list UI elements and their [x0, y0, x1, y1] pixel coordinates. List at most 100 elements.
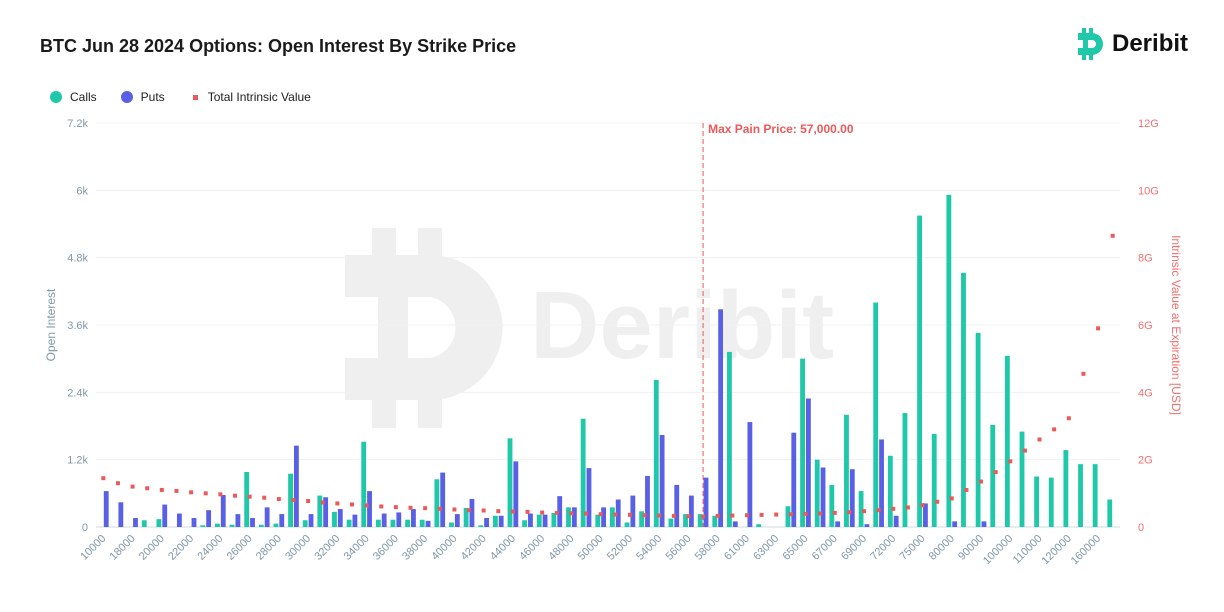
put-bar[interactable]	[659, 434, 665, 527]
call-bar[interactable]	[727, 351, 732, 527]
put-bar[interactable]	[805, 398, 811, 527]
intrinsic-dot[interactable]	[642, 513, 647, 518]
call-bar[interactable]	[551, 512, 557, 527]
put-bar[interactable]	[191, 518, 197, 527]
put-bar[interactable]	[469, 498, 475, 527]
legend-item-calls[interactable]: Calls	[50, 90, 97, 104]
call-bar[interactable]	[1078, 464, 1083, 527]
intrinsic-dot[interactable]	[364, 503, 369, 508]
call-bar[interactable]	[1019, 431, 1025, 527]
intrinsic-dot[interactable]	[847, 510, 852, 515]
call-bar[interactable]	[434, 479, 440, 527]
call-bar[interactable]	[609, 507, 615, 527]
call-bar[interactable]	[288, 473, 293, 527]
put-bar[interactable]	[367, 491, 372, 527]
intrinsic-dot[interactable]	[803, 511, 808, 516]
call-bar[interactable]	[390, 519, 396, 527]
call-bar[interactable]	[902, 413, 908, 527]
call-bar[interactable]	[844, 414, 849, 527]
intrinsic-dot[interactable]	[876, 508, 881, 513]
put-bar[interactable]	[732, 521, 738, 527]
put-bar[interactable]	[586, 468, 592, 527]
call-bar[interactable]	[215, 523, 220, 527]
intrinsic-dot[interactable]	[379, 504, 384, 509]
intrinsic-dot[interactable]	[671, 513, 676, 518]
intrinsic-dot[interactable]	[291, 498, 296, 503]
call-bar[interactable]	[858, 491, 864, 527]
call-bar[interactable]	[639, 511, 645, 527]
call-bar[interactable]	[1034, 476, 1040, 528]
intrinsic-dot[interactable]	[686, 514, 691, 519]
call-bar[interactable]	[156, 519, 162, 527]
intrinsic-dot[interactable]	[306, 499, 311, 504]
call-bar[interactable]	[492, 515, 498, 527]
intrinsic-dot[interactable]	[496, 509, 501, 514]
call-bar[interactable]	[258, 524, 264, 527]
call-bar[interactable]	[1048, 477, 1054, 527]
intrinsic-dot[interactable]	[759, 512, 764, 517]
put-bar[interactable]	[542, 514, 548, 527]
put-bar[interactable]	[323, 497, 329, 527]
put-bar[interactable]	[396, 512, 402, 527]
intrinsic-dot[interactable]	[350, 502, 354, 507]
intrinsic-dot[interactable]	[598, 512, 603, 517]
intrinsic-dot[interactable]	[510, 509, 515, 514]
call-bar[interactable]	[566, 507, 571, 527]
call-bar[interactable]	[990, 424, 996, 527]
call-bar[interactable]	[800, 358, 805, 527]
put-bar[interactable]	[981, 521, 987, 527]
call-bar[interactable]	[595, 514, 601, 527]
call-bar[interactable]	[273, 523, 279, 527]
intrinsic-dot[interactable]	[788, 512, 793, 517]
intrinsic-dot[interactable]	[584, 511, 589, 516]
call-bar[interactable]	[946, 194, 952, 528]
intrinsic-dot[interactable]	[1022, 448, 1027, 453]
call-bar[interactable]	[1004, 355, 1010, 527]
intrinsic-dot[interactable]	[1037, 437, 1042, 442]
put-bar[interactable]	[425, 520, 431, 527]
put-bar[interactable]	[235, 514, 241, 527]
call-bar[interactable]	[361, 441, 367, 527]
intrinsic-dot[interactable]	[276, 497, 281, 502]
intrinsic-dot[interactable]	[1110, 233, 1115, 238]
intrinsic-dot[interactable]	[1066, 416, 1071, 421]
put-bar[interactable]	[176, 513, 182, 527]
put-bar[interactable]	[557, 496, 563, 527]
intrinsic-dot[interactable]	[145, 486, 150, 491]
call-bar[interactable]	[873, 302, 879, 527]
intrinsic-dot[interactable]	[979, 479, 984, 484]
intrinsic-dot[interactable]	[1081, 371, 1086, 376]
intrinsic-dot[interactable]	[949, 496, 954, 501]
call-bar[interactable]	[712, 515, 718, 527]
put-bar[interactable]	[601, 507, 607, 527]
intrinsic-dot[interactable]	[1008, 459, 1013, 464]
intrinsic-dot[interactable]	[218, 492, 223, 497]
intrinsic-dot[interactable]	[423, 506, 428, 511]
call-bar[interactable]	[668, 518, 674, 527]
put-bar[interactable]	[220, 495, 226, 527]
put-bar[interactable]	[703, 477, 709, 527]
put-bar[interactable]	[440, 472, 446, 527]
intrinsic-dot[interactable]	[657, 513, 662, 518]
put-bar[interactable]	[791, 432, 797, 527]
put-bar[interactable]	[454, 514, 460, 527]
call-bar[interactable]	[507, 438, 513, 527]
put-bar[interactable]	[718, 309, 724, 527]
intrinsic-dot[interactable]	[627, 512, 632, 517]
put-bar[interactable]	[279, 514, 285, 527]
put-bar[interactable]	[893, 515, 899, 527]
intrinsic-dot[interactable]	[1096, 326, 1101, 331]
call-bar[interactable]	[405, 519, 411, 527]
call-bar[interactable]	[653, 379, 659, 527]
intrinsic-dot[interactable]	[335, 501, 340, 506]
intrinsic-dot[interactable]	[525, 509, 530, 514]
put-bar[interactable]	[206, 510, 212, 527]
put-bar[interactable]	[952, 521, 958, 527]
intrinsic-dot[interactable]	[613, 512, 618, 517]
put-bar[interactable]	[484, 518, 489, 527]
intrinsic-dot[interactable]	[935, 499, 940, 504]
call-bar[interactable]	[697, 514, 703, 527]
intrinsic-dot[interactable]	[730, 513, 735, 518]
intrinsic-dot[interactable]	[891, 506, 896, 511]
put-bar[interactable]	[118, 502, 124, 527]
